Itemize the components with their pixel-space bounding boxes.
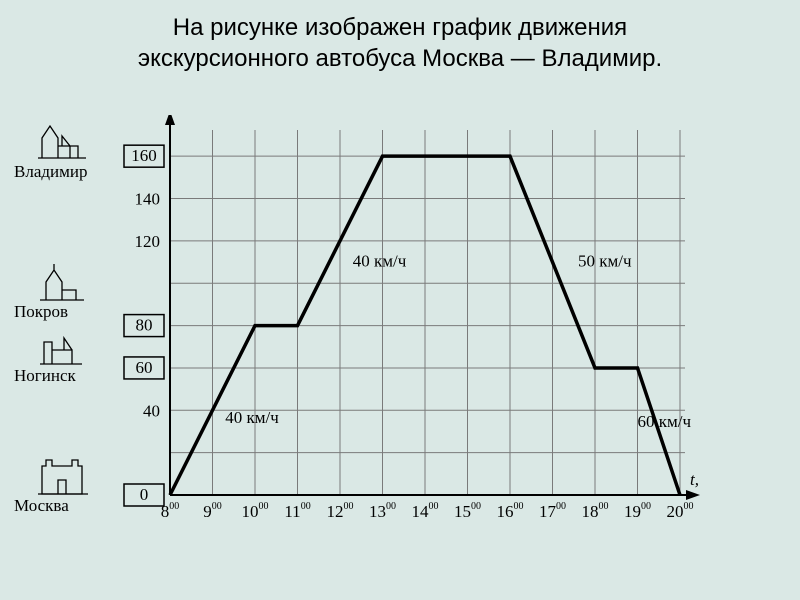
title-line-2: экскурсионного автобуса Москва — Владими…	[138, 45, 662, 72]
city-name-vladimir: Владимир	[14, 162, 124, 182]
svg-text:60: 60	[136, 358, 153, 377]
svg-text:1500: 1500	[454, 501, 481, 521]
city-name-pokrov: Покров	[14, 302, 124, 322]
city-sketch-moscow	[32, 450, 92, 494]
chart: 8009001000110012001300140015001600170018…	[120, 115, 700, 525]
title-line-1: На рисунке изображен график движения	[173, 14, 627, 41]
svg-text:t, ч: t, ч	[690, 470, 700, 489]
svg-text:1900: 1900	[624, 501, 651, 521]
svg-text:1300: 1300	[369, 501, 396, 521]
city-sketch-pokrov	[32, 260, 92, 304]
city-sketch-noginsk	[32, 324, 92, 368]
city-sketch-vladimir	[32, 118, 92, 162]
svg-text:140: 140	[135, 190, 161, 209]
svg-text:50 км/ч: 50 км/ч	[578, 251, 632, 270]
svg-text:40 км/ч: 40 км/ч	[353, 251, 407, 270]
city-name-noginsk: Ногинск	[14, 366, 124, 386]
svg-text:1400: 1400	[412, 501, 439, 521]
svg-text:1800: 1800	[582, 501, 609, 521]
svg-text:1600: 1600	[497, 501, 524, 521]
svg-text:2000: 2000	[667, 501, 694, 521]
svg-text:120: 120	[135, 232, 161, 251]
svg-text:1000: 1000	[242, 501, 269, 521]
svg-text:1100: 1100	[284, 501, 310, 521]
svg-text:40 км/ч: 40 км/ч	[225, 408, 279, 427]
svg-text:160: 160	[131, 146, 157, 165]
svg-text:1200: 1200	[327, 501, 354, 521]
svg-text:0: 0	[140, 485, 149, 504]
svg-text:60 км/ч: 60 км/ч	[638, 412, 692, 431]
svg-text:1700: 1700	[539, 501, 566, 521]
svg-text:40: 40	[143, 401, 160, 420]
svg-text:80: 80	[136, 316, 153, 335]
city-name-moscow: Москва	[14, 496, 124, 516]
svg-text:900: 900	[203, 501, 222, 521]
